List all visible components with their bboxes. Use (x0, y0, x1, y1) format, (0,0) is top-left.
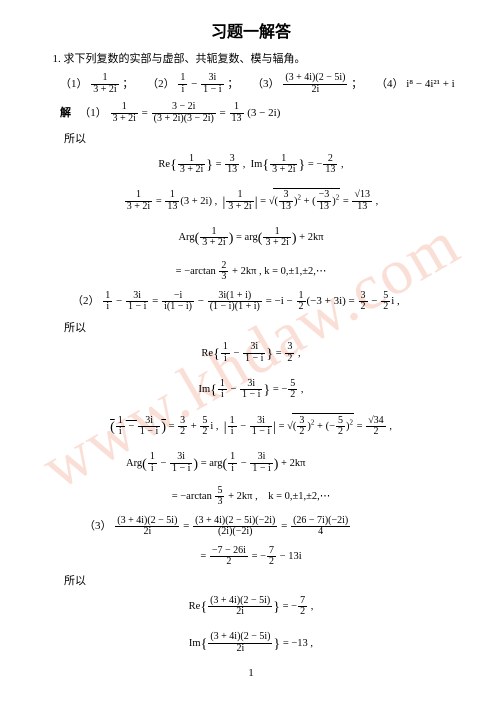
solution-2-line: （2） 1i − 3i1 − i = −ii(1 − i) − 3i(1 + i… (72, 287, 466, 316)
eq-conj-mod-1: 13 + 2i = 113(3 + 2i) , |13 + 2i| = √(31… (36, 186, 466, 220)
p3: （3） (84, 520, 112, 532)
sep: ； (227, 78, 238, 90)
eq-arg-2b: = −arctan 53 + 2kπ , k = 0,±1,±2,⋯ (36, 484, 466, 509)
item-2-frac-a: 1i (178, 73, 187, 95)
sol-label: 解 (60, 107, 71, 119)
sep: ； (122, 78, 133, 90)
solution-1-line: 解 （1） 13 + 2i = 3 − 2i(3 + 2i)(3 − 2i) =… (60, 99, 466, 128)
solution-3-line: （3） (3 + 4i)(2 − 5i)2i = (3 + 4i)(2 − 5i… (84, 512, 466, 541)
eq-arg-1b: = −arctan 23 + 2kπ , k = 0,±1,±2,⋯ (36, 259, 466, 284)
page-content: 习题一解答 1. 求下列复数的实部与虚部、共轭复数、模与辐角。 （1） 13 +… (0, 0, 502, 679)
page-number: 1 (36, 667, 466, 679)
eq-re-im-1: Re{13 + 2i} = 313 , Im{13 + 2i} = −213 , (36, 149, 466, 183)
item-4-label: （4） (376, 78, 404, 90)
question-prompt: 1. 求下列复数的实部与虚部、共轭复数、模与辐角。 (36, 50, 466, 66)
item-1-frac: 13 + 2i (91, 73, 118, 95)
eq-im-3: Im{(3 + 4i)(2 − 5i)2i} = −13 , (36, 628, 466, 662)
item-2-label: （2） (147, 78, 175, 90)
eq-conj-mod-2: (1i − 3i1 − i) = 32 + 52i , |1i − 3i1 − … (36, 411, 466, 445)
therefore-3: 所以 (64, 572, 466, 588)
item-3-label: （3） (252, 78, 280, 90)
eq-3b: = −7 − 26i2 = −72 − 13i (36, 544, 466, 569)
item-2-frac-b: 3i1 − i (201, 73, 223, 95)
eq-re-2: Re{1i − 3i1 − i} = 32 , (36, 338, 466, 372)
page-title: 习题一解答 (36, 18, 466, 42)
sep: ； (351, 78, 362, 90)
eq-im-2: Im{1i − 3i1 − i} = −52 , (36, 374, 466, 408)
therefore-2: 所以 (64, 319, 466, 335)
item-1-label: （1） (60, 78, 88, 90)
p1: （1） (79, 107, 107, 119)
therefore-1: 所以 (64, 130, 466, 146)
eq-re-3: Re{(3 + 4i)(2 − 5i)2i} = −72 , (36, 591, 466, 625)
problem-list: （1） 13 + 2i ； （2） 1i − 3i1 − i ； （3） (3 … (60, 70, 466, 99)
item-3-frac: (3 + 4i)(2 − 5i)2i (283, 73, 347, 95)
p2: （2） (72, 295, 100, 307)
eq-arg-2a: Arg(1i − 3i1 − i) = arg(1i − 3i1 − i) + … (126, 448, 466, 482)
item-4-expr: i⁸ − 4i²¹ + i (406, 78, 455, 90)
eq-arg-1a: Arg(13 + 2i) = arg(13 + 2i) + 2kπ (36, 222, 466, 256)
